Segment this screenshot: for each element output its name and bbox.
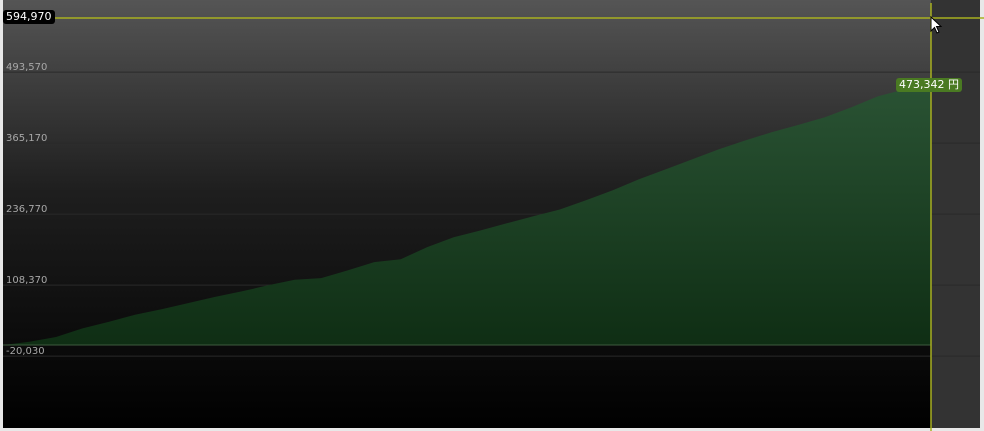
crosshair-value-label: 594,970	[3, 10, 55, 24]
mouse-cursor-icon	[930, 16, 943, 34]
y-tick-label: 236,770	[6, 204, 47, 215]
y-tick-label: -20,030	[6, 346, 45, 357]
last-value-badge: 473,342 円	[896, 78, 962, 92]
y-tick-label: 493,570	[6, 62, 47, 73]
y-tick-label: 108,370	[6, 275, 47, 286]
equity-area	[3, 83, 931, 346]
y-tick-label: 365,170	[6, 133, 47, 144]
